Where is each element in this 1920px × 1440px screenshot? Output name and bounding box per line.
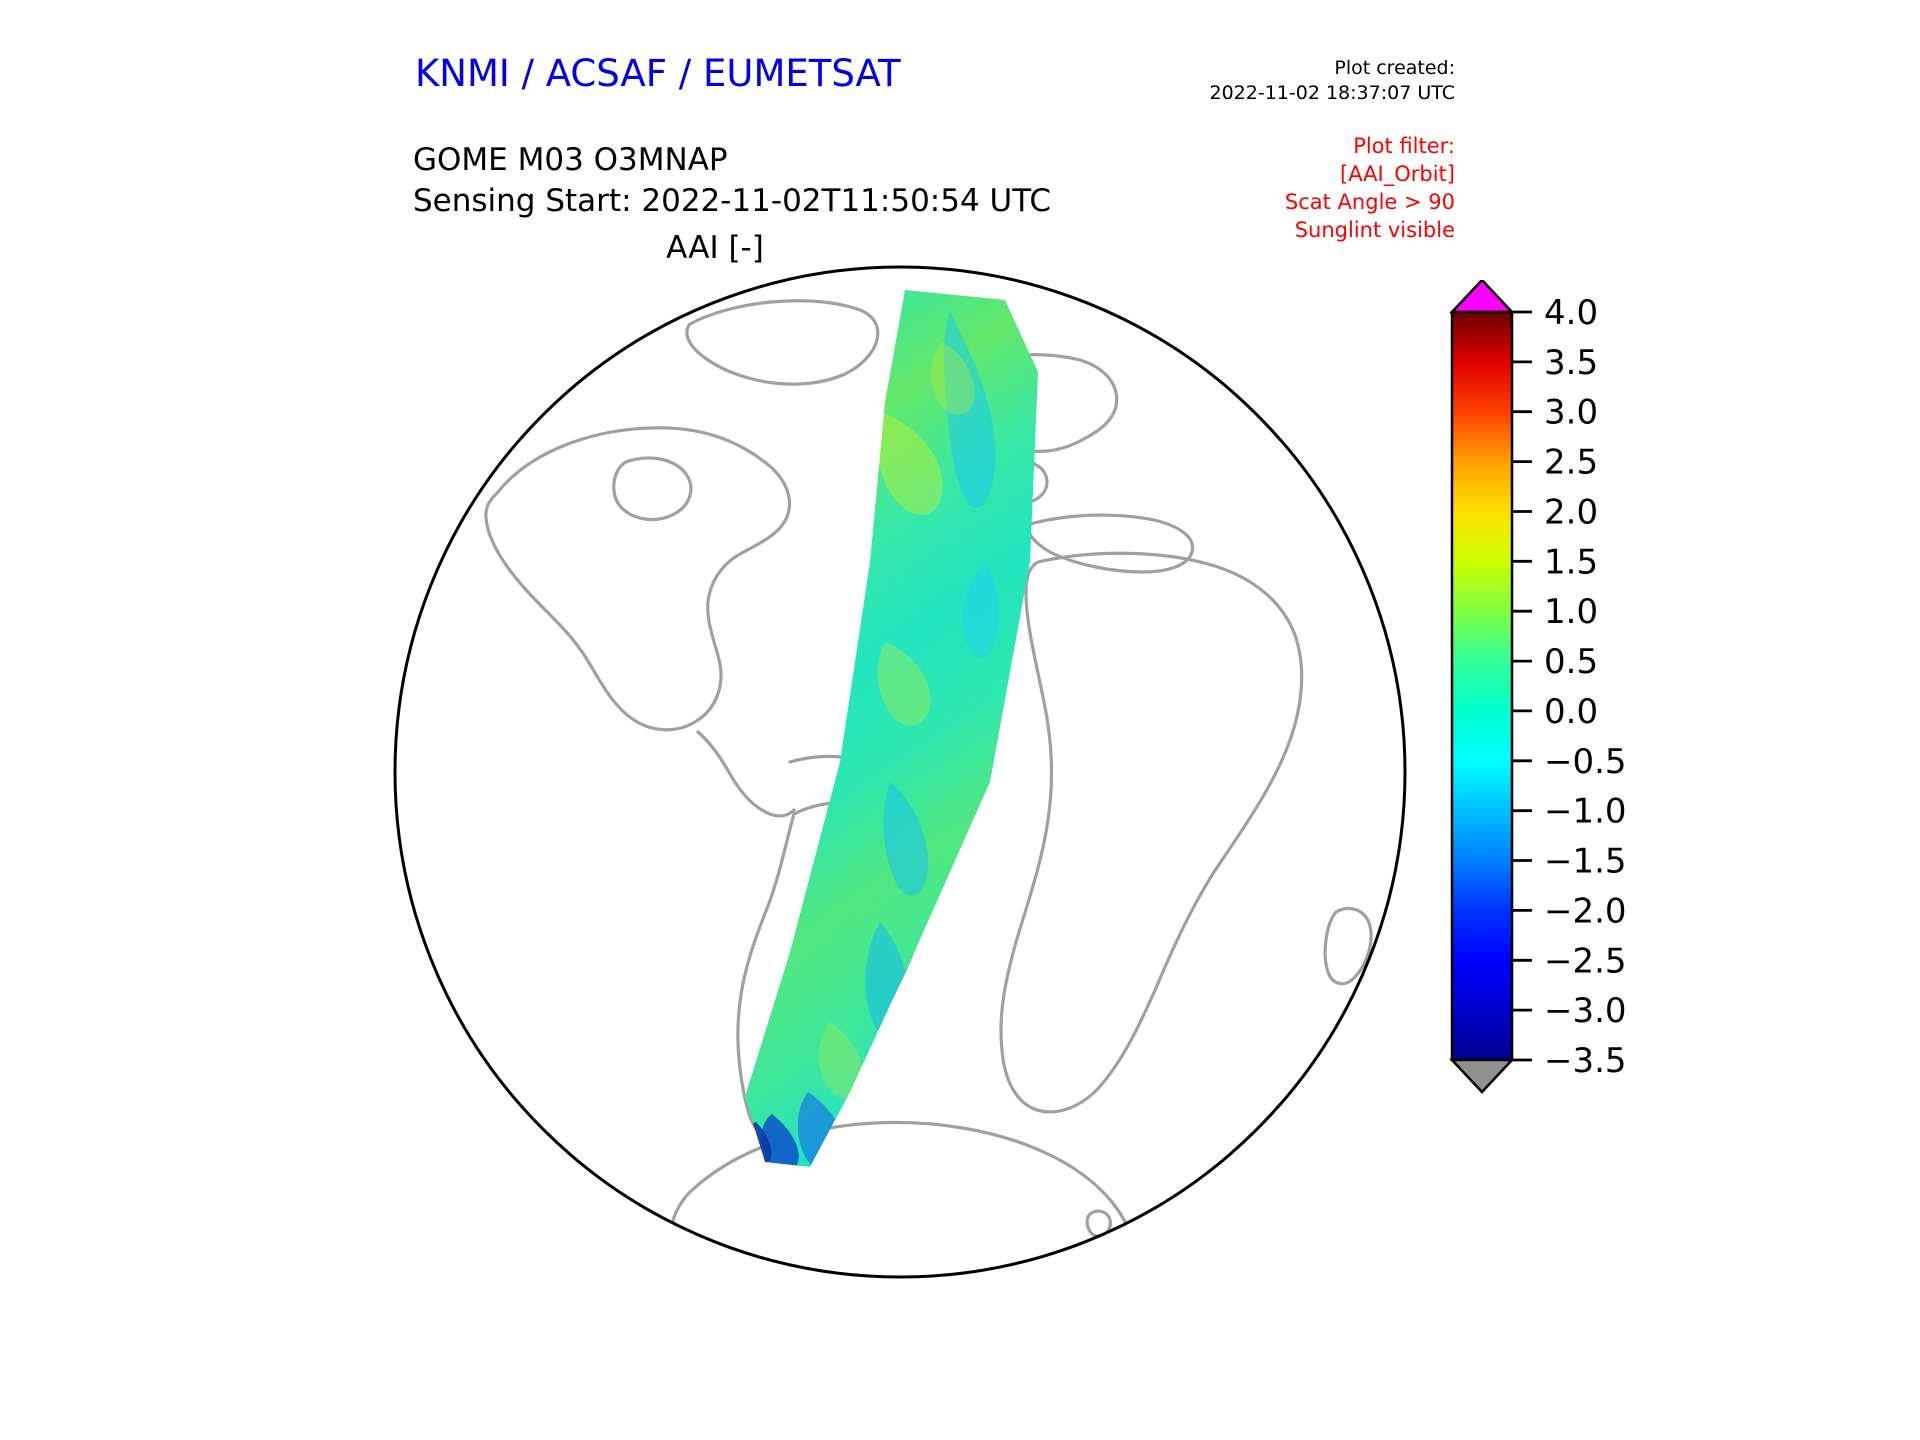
colorbar-tick-label: 0.0 [1544, 692, 1598, 732]
colorbar-tick-label: −0.5 [1544, 742, 1627, 782]
quantity-title: AAI [-] [666, 230, 764, 266]
plot-filter-line-2: Scat Angle > 90 [1284, 190, 1455, 214]
coastline-hudson-bay [612, 456, 693, 522]
plot-created-block: Plot created: 2022-11-02 18:37:07 UTC [1210, 56, 1456, 106]
colorbar-tick-label: −2.5 [1544, 941, 1627, 981]
plot-filter-block: Plot filter: [AAI_Orbit] Scat Angle > 90… [1285, 132, 1455, 244]
colorbar-tick-label: 3.0 [1544, 393, 1598, 433]
colorbar-under-arrow [1449, 1058, 1515, 1094]
coastline-madagascar [1323, 906, 1373, 986]
coastline-north-america [484, 426, 792, 732]
plot-filter-line-0: Plot filter: [1353, 134, 1455, 158]
colorbar-tick-labels: 4.0 3.5 3.0 2.5 2.0 1.5 1.0 0.5 0.0 −0.5… [1544, 293, 1627, 1081]
title-block: GOME M03 O3MNAP Sensing Start: 2022-11-0… [413, 140, 1051, 222]
colorbar-tick-label: −3.0 [1544, 991, 1627, 1031]
coastline-mediterranean [1026, 513, 1195, 574]
instrument-title: GOME M03 O3MNAP [413, 142, 728, 178]
coastline-africa [999, 551, 1304, 1114]
colorbar-tick-label: 2.5 [1544, 443, 1598, 483]
organisation-header: KNMI / ACSAF / EUMETSAT [415, 52, 901, 95]
plot-filter-line-1: [AAI_Orbit] [1340, 162, 1455, 186]
colorbar: 4.0 3.5 3.0 2.5 2.0 1.5 1.0 0.5 0.0 −0.5… [1440, 280, 1770, 1100]
colorbar-tick-label: 1.5 [1544, 542, 1598, 582]
colorbar-tick-label: 0.5 [1544, 642, 1598, 682]
map-plot-area [390, 262, 1410, 1282]
coastline-central-america [696, 730, 796, 818]
colorbar-tick-label: 1.0 [1544, 592, 1598, 632]
colorbar-tick-label: −2.0 [1544, 891, 1627, 931]
colorbar-tick-label: −3.5 [1544, 1041, 1627, 1081]
plot-created-label: Plot created: [1334, 57, 1455, 79]
coastline-greenland [685, 299, 880, 386]
colorbar-tick-label: 3.5 [1544, 343, 1598, 383]
sensing-start-title: Sensing Start: 2022-11-02T11:50:54 UTC [413, 183, 1051, 219]
colorbar-tick-label: −1.5 [1544, 842, 1627, 882]
colorbar-over-arrow [1449, 280, 1515, 314]
coastline-antarctica [667, 1120, 1138, 1277]
colorbar-tick-label: −1.0 [1544, 792, 1627, 832]
colorbar-gradient-bar [1450, 310, 1514, 1062]
plot-created-timestamp: 2022-11-02 18:37:07 UTC [1209, 82, 1456, 104]
globe-outline [393, 265, 1407, 1279]
colorbar-tick-label: 4.0 [1544, 293, 1598, 333]
plot-filter-line-3: Sunglint visible [1294, 218, 1455, 242]
colorbar-ticks [1512, 310, 1532, 1062]
colorbar-tick-label: 2.0 [1544, 493, 1598, 533]
